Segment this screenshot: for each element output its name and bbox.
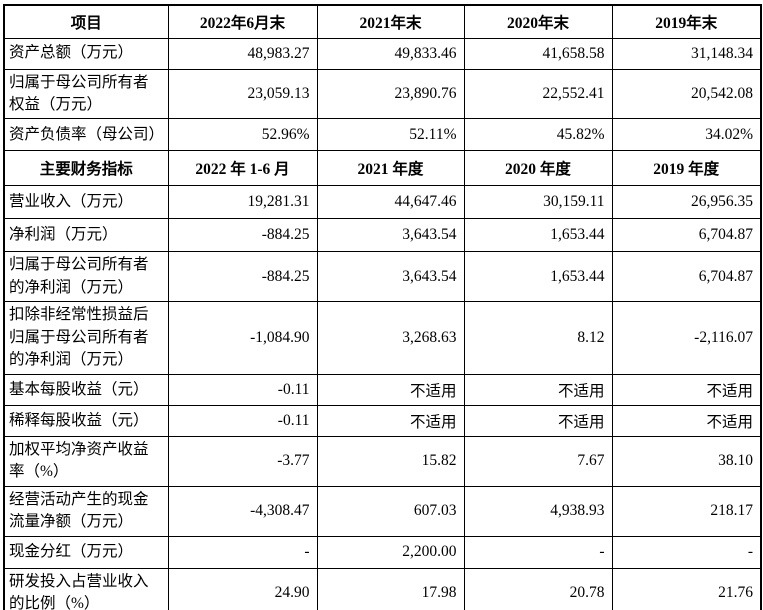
row-label: 营业收入（万元）	[3, 185, 169, 220]
table-row-total-assets: 资产总额（万元） 48,983.27 49,833.46 41,658.58 3…	[3, 37, 762, 70]
cell-value: 22,552.41	[463, 68, 613, 120]
cell-value: 不适用	[316, 373, 465, 406]
cell-value: -1,084.90	[167, 301, 318, 375]
table-row-deducted-net-profit: 扣除非经常性损益后 归属于母公司所有者 的净利润（万元） -1,084.90 3…	[3, 301, 762, 375]
cell-value: 48,983.27	[167, 37, 318, 70]
cell-value: 不适用	[316, 404, 465, 437]
cell-value: 1,653.44	[463, 251, 613, 303]
cell-value: 41,658.58	[463, 37, 613, 70]
row-label: 现金分红（万元）	[3, 535, 169, 569]
cell-value: -2,116.07	[611, 301, 762, 375]
cell-value: -884.25	[167, 218, 318, 253]
cell-value: 30,159.11	[463, 185, 613, 220]
cell-value: 607.03	[316, 485, 465, 537]
cell-value: 不适用	[463, 373, 613, 406]
cell-value: 31,148.34	[611, 37, 762, 70]
cell-value: 19,281.31	[167, 185, 318, 220]
col-header-2019-year: 2019 年度	[611, 150, 762, 187]
col-header-key-indicators: 主要财务指标	[3, 150, 169, 187]
cell-value: 52.96%	[167, 118, 318, 152]
cell-value: 3,643.54	[316, 251, 465, 303]
row-label: 基本每股收益（元）	[3, 373, 169, 406]
cell-value: -	[611, 535, 762, 569]
table-row-revenue: 营业收入（万元） 19,281.31 44,647.46 30,159.11 2…	[3, 185, 762, 220]
cell-value: 7.67	[463, 435, 613, 487]
cell-value: 2,200.00	[316, 535, 465, 569]
header-row-key-indicators: 主要财务指标 2022 年 1-6 月 2021 年度 2020 年度 2019…	[3, 150, 762, 187]
cell-value: 38.10	[611, 435, 762, 487]
col-header-item: 项目	[3, 4, 169, 39]
cell-value: 20,542.08	[611, 68, 762, 120]
row-label: 扣除非经常性损益后 归属于母公司所有者 的净利润（万元）	[3, 301, 169, 375]
row-label: 经营活动产生的现金 流量净额（万元）	[3, 485, 169, 537]
table-row-cash-dividend: 现金分红（万元） - 2,200.00 - -	[3, 535, 762, 569]
cell-value: 不适用	[463, 404, 613, 437]
row-label: 加权平均净资产收益 率（%）	[3, 435, 169, 487]
cell-value: 6,704.87	[611, 218, 762, 253]
table-row-parent-net-profit: 归属于母公司所有者 的净利润（万元） -884.25 3,643.54 1,65…	[3, 251, 762, 303]
cell-value: 45.82%	[463, 118, 613, 152]
cell-value: -	[167, 535, 318, 569]
cell-value: 3,268.63	[316, 301, 465, 375]
table-row-debt-ratio: 资产负债率（母公司） 52.96% 52.11% 45.82% 34.02%	[3, 118, 762, 152]
col-header-2022-jun-end: 2022年6月末	[167, 4, 318, 39]
table-row-diluted-eps: 稀释每股收益（元） -0.11 不适用 不适用 不适用	[3, 404, 762, 437]
col-header-2020-year: 2020 年度	[463, 150, 613, 187]
cell-value: -4,308.47	[167, 485, 318, 537]
cell-value: 44,647.46	[316, 185, 465, 220]
row-label: 资产负债率（母公司）	[3, 118, 169, 152]
header-row-period-end: 项目 2022年6月末 2021年末 2020年末 2019年末	[3, 4, 762, 39]
row-label: 归属于母公司所有者 的净利润（万元）	[3, 251, 169, 303]
cell-value: 23,890.76	[316, 68, 465, 120]
cell-value: 不适用	[611, 404, 762, 437]
table-row-net-profit: 净利润（万元） -884.25 3,643.54 1,653.44 6,704.…	[3, 218, 762, 253]
col-header-2021-year: 2021 年度	[316, 150, 465, 187]
cell-value: 21.76	[611, 567, 762, 610]
cell-value: 49,833.46	[316, 37, 465, 70]
table-row-weighted-avg-roe: 加权平均净资产收益 率（%） -3.77 15.82 7.67 38.10	[3, 435, 762, 487]
table-row-basic-eps: 基本每股收益（元） -0.11 不适用 不适用 不适用	[3, 373, 762, 406]
col-header-2019-end: 2019年末	[611, 4, 762, 39]
cell-value: -884.25	[167, 251, 318, 303]
table-row-operating-cash-flow: 经营活动产生的现金 流量净额（万元） -4,308.47 607.03 4,93…	[3, 485, 762, 537]
cell-value: 6,704.87	[611, 251, 762, 303]
row-label: 稀释每股收益（元）	[3, 404, 169, 437]
col-header-2020-end: 2020年末	[463, 4, 613, 39]
cell-value: -0.11	[167, 404, 318, 437]
cell-value: 3,643.54	[316, 218, 465, 253]
cell-value: -3.77	[167, 435, 318, 487]
row-label: 净利润（万元）	[3, 218, 169, 253]
cell-value: 52.11%	[316, 118, 465, 152]
cell-value: 34.02%	[611, 118, 762, 152]
cell-value: -0.11	[167, 373, 318, 406]
cell-value: 1,653.44	[463, 218, 613, 253]
cell-value: 23,059.13	[167, 68, 318, 120]
row-label: 资产总额（万元）	[3, 37, 169, 70]
cell-value: 26,956.35	[611, 185, 762, 220]
cell-value: 8.12	[463, 301, 613, 375]
col-header-2021-end: 2021年末	[316, 4, 465, 39]
cell-value: 24.90	[167, 567, 318, 610]
cell-value: 218.17	[611, 485, 762, 537]
cell-value: 不适用	[611, 373, 762, 406]
cell-value: 20.78	[463, 567, 613, 610]
row-label: 研发投入占营业收入 的比例（%）	[3, 567, 169, 610]
table-row-parent-equity: 归属于母公司所有者 权益（万元） 23,059.13 23,890.76 22,…	[3, 68, 762, 120]
col-header-2022-h1: 2022 年 1-6 月	[167, 150, 318, 187]
cell-value: 15.82	[316, 435, 465, 487]
row-label: 归属于母公司所有者 权益（万元）	[3, 68, 169, 120]
financial-summary-table: 项目 2022年6月末 2021年末 2020年末 2019年末 资产总额（万元…	[3, 4, 762, 610]
table-row-rd-ratio: 研发投入占营业收入 的比例（%） 24.90 17.98 20.78 21.76	[3, 567, 762, 610]
cell-value: -	[463, 535, 613, 569]
cell-value: 4,938.93	[463, 485, 613, 537]
cell-value: 17.98	[316, 567, 465, 610]
